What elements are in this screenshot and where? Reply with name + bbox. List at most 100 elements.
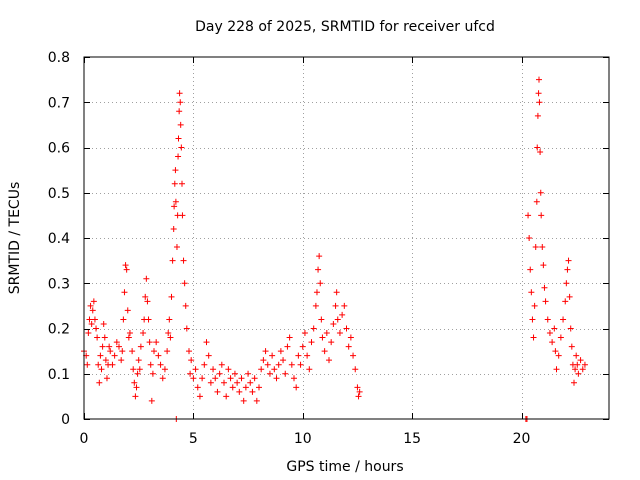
data-point [183, 325, 190, 332]
data-point [180, 257, 187, 264]
data-point [552, 348, 559, 355]
data-point [316, 253, 323, 260]
data-point [107, 348, 114, 355]
data-point [146, 339, 153, 346]
data-point [534, 112, 541, 119]
data-point [526, 235, 533, 241]
data-point [123, 266, 130, 273]
data-point [145, 316, 152, 323]
data-point [354, 384, 361, 391]
data-point [264, 361, 271, 368]
data-point [175, 135, 182, 142]
data-point [317, 280, 324, 287]
data-point [575, 370, 582, 377]
grid-lines [84, 57, 609, 419]
data-point [93, 325, 100, 332]
chart-title: Day 228 of 2025, SRMTID for receiver ufc… [195, 19, 495, 35]
data-point [172, 167, 179, 174]
data-point [187, 370, 194, 377]
y-tick-label: 0 [61, 412, 70, 428]
data-point [262, 348, 269, 355]
data-point [333, 289, 340, 296]
data-point [172, 198, 179, 205]
data-point [143, 275, 150, 282]
data-point [315, 266, 322, 273]
data-point [273, 375, 280, 382]
data-point [119, 348, 126, 355]
data-point [534, 144, 541, 151]
data-point [231, 370, 238, 377]
data-point [579, 366, 586, 373]
data-point [553, 366, 560, 373]
data-point [179, 212, 186, 219]
data-point [205, 352, 212, 359]
data-point [573, 352, 580, 359]
data-point [199, 375, 206, 382]
data-point [182, 302, 189, 309]
data-point [566, 293, 573, 300]
data-point [253, 397, 260, 404]
data-point [126, 330, 133, 337]
data-point [148, 397, 155, 404]
data-point [310, 325, 317, 332]
data-point [130, 366, 137, 373]
data-point [101, 334, 108, 341]
data-point [109, 361, 116, 368]
data-point [190, 375, 197, 382]
data-point [137, 343, 144, 350]
data-point [210, 366, 217, 373]
data-point [122, 262, 129, 269]
data-point [334, 316, 341, 323]
data-point [164, 348, 171, 355]
data-point [318, 316, 325, 323]
data-point [539, 244, 546, 251]
x-tick-label: 5 [189, 431, 198, 447]
x-tick-label: 0 [80, 431, 89, 447]
y-tick-label: 0.7 [48, 95, 70, 111]
data-point [166, 316, 173, 323]
data-point [567, 325, 574, 332]
data-point [277, 348, 284, 355]
data-point [181, 280, 188, 287]
data-point [144, 298, 151, 305]
data-point [542, 298, 549, 305]
data-point [282, 370, 289, 377]
data-point [98, 366, 105, 373]
data-point [85, 330, 92, 337]
data-point [167, 334, 174, 341]
data-point [140, 330, 147, 337]
data-point [179, 180, 185, 187]
data-point [96, 379, 103, 386]
data-point [251, 375, 258, 382]
data-point [194, 384, 201, 391]
data-point [565, 257, 572, 264]
data-point [238, 375, 245, 382]
data-point [538, 212, 545, 219]
data-point [247, 379, 254, 386]
data-point [151, 348, 157, 355]
x-tick-labels: 0 5 10 15 20 [80, 431, 531, 447]
data-point [544, 316, 551, 323]
y-tick-label: 0.8 [48, 50, 70, 66]
data-point [111, 352, 118, 359]
data-point [188, 357, 195, 364]
y-tick-label: 0.2 [48, 322, 70, 338]
data-point [319, 334, 326, 341]
data-point [153, 339, 160, 346]
data-point [295, 352, 302, 359]
data-points [81, 76, 588, 422]
data-point [306, 366, 313, 373]
data-point [229, 384, 236, 391]
x-tick-label: 10 [294, 431, 312, 447]
data-point [564, 266, 571, 273]
data-point [572, 366, 579, 373]
data-point [530, 334, 537, 341]
data-point [161, 366, 168, 373]
data-point [214, 388, 221, 395]
data-point [175, 153, 182, 160]
data-point [120, 316, 127, 323]
data-point [574, 361, 581, 368]
data-point [308, 339, 315, 346]
data-point [186, 348, 192, 355]
data-point [571, 379, 577, 386]
